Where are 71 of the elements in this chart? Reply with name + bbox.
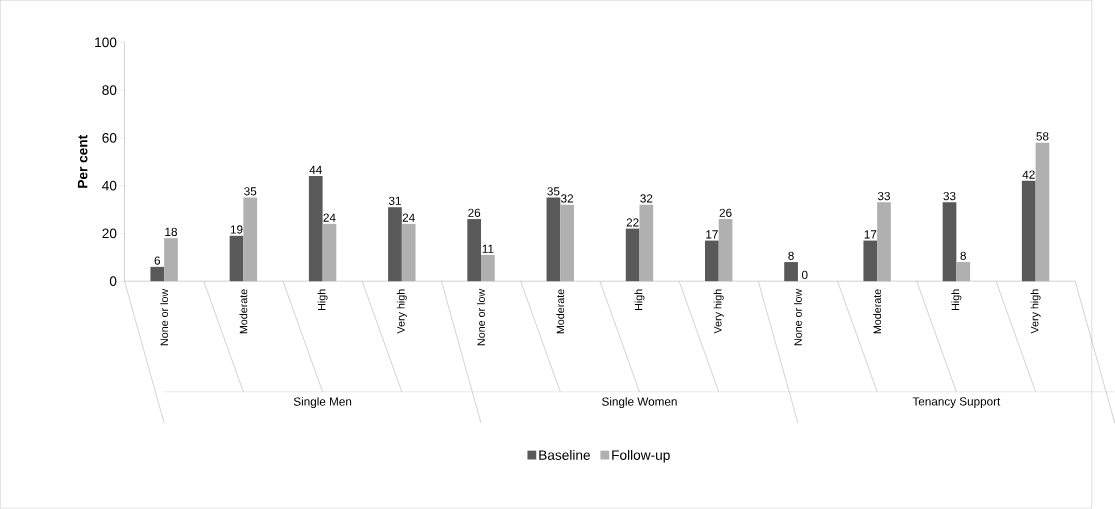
x-tick-label: None or low (477, 289, 485, 346)
data-label: 42 (1022, 170, 1035, 179)
y-tick-label: 0 (109, 276, 117, 287)
bar (784, 262, 798, 282)
y-axis-title: Per cent (77, 135, 88, 188)
text: Single Men (293, 397, 352, 409)
x-tick-label: Moderate (239, 289, 248, 334)
bar (388, 207, 402, 282)
text: Tenancy Support (912, 397, 1001, 409)
x-tick-label: High (634, 289, 645, 311)
data-label: 6 (154, 256, 161, 265)
x-tick-label: None or low (793, 289, 802, 346)
data-label: 11 (482, 244, 494, 253)
legend-label: Baseline (539, 450, 590, 461)
bar (956, 262, 971, 282)
data-label: 22 (626, 218, 639, 227)
x-tick-label: Moderate (873, 289, 882, 334)
data-label: 17 (864, 230, 877, 239)
x-tick-label: Very high (1030, 289, 1041, 334)
data-label: 35 (244, 187, 257, 196)
bar (322, 224, 337, 282)
data-label: 32 (561, 194, 574, 203)
bar (308, 176, 323, 282)
data-label: 18 (165, 227, 177, 237)
bar (877, 202, 891, 282)
bar (546, 197, 561, 282)
bar (942, 202, 957, 282)
y-tick-label: 40 (102, 181, 117, 191)
data-label: 0 (801, 270, 808, 280)
x-tick-label: Moderate (556, 289, 565, 334)
bar (863, 240, 878, 282)
data-label: 35 (547, 187, 560, 196)
bar (625, 228, 640, 282)
y-tick-label: 60 (102, 133, 117, 143)
data-label: 24 (402, 213, 415, 222)
bar (481, 255, 495, 282)
bar (229, 236, 244, 282)
bar (1035, 142, 1050, 282)
x-tick-label: High (951, 289, 962, 311)
x-tick-label: Very high (396, 289, 407, 334)
data-label: 24 (323, 213, 336, 222)
data-label: 31 (388, 196, 401, 206)
bar (164, 238, 178, 282)
x-tick-label: Very high (713, 289, 724, 334)
data-label: 58 (1036, 132, 1049, 141)
bar (1021, 181, 1036, 282)
bar (401, 224, 416, 282)
bar (467, 219, 482, 282)
data-label: 19 (230, 225, 243, 234)
data-label: 33 (943, 192, 956, 201)
bar (639, 204, 654, 282)
data-label: 26 (468, 208, 481, 218)
data-label: 32 (640, 194, 653, 203)
text: Single Women (602, 397, 677, 409)
data-label: 33 (877, 192, 890, 201)
data-label: 8 (960, 251, 966, 261)
bar (705, 240, 719, 282)
bar (560, 204, 574, 282)
y-tick-label: 100 (95, 37, 117, 48)
bar (718, 219, 733, 282)
x-tick-label: None or low (160, 289, 169, 346)
y-tick-label: 20 (102, 228, 117, 239)
legend-label: Follow-up (612, 450, 670, 463)
bar (243, 197, 258, 282)
data-label: 17 (706, 230, 718, 239)
data-label: 8 (788, 251, 794, 261)
y-tick-label: 80 (102, 85, 117, 96)
data-label: 26 (719, 208, 732, 218)
x-tick-label: High (317, 289, 328, 311)
bar (150, 267, 165, 282)
data-label: 44 (309, 166, 322, 175)
